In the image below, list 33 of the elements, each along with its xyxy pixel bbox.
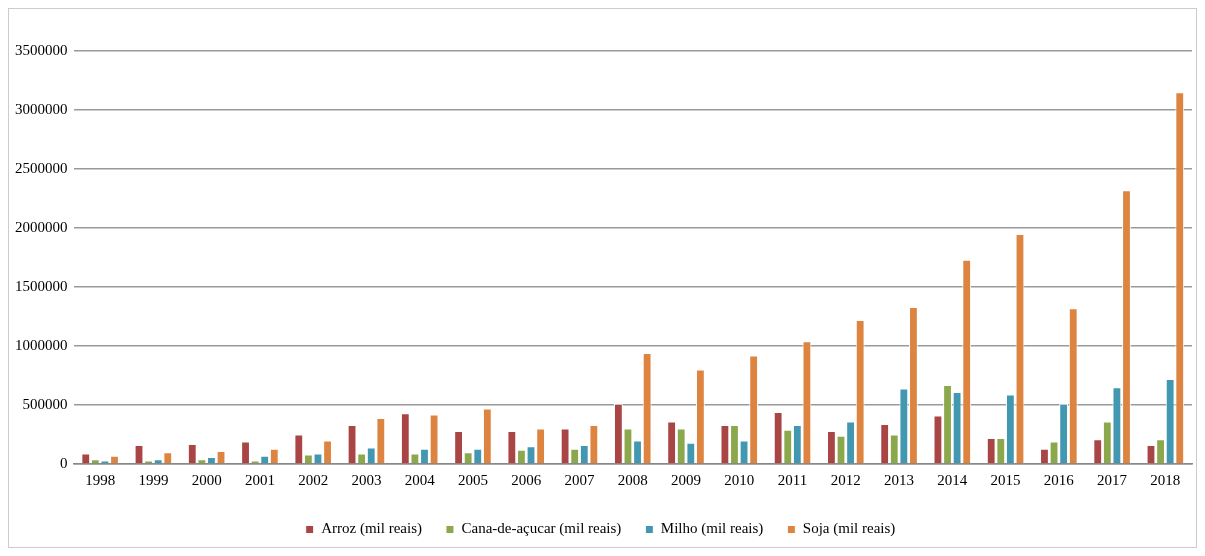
y-tick-label: 1500000	[15, 277, 68, 294]
x-tick-label: 2008	[617, 471, 648, 488]
y-tick-label: 3000000	[15, 100, 68, 117]
x-tick-label: 2005	[457, 471, 488, 488]
x-tick-label: 2012	[830, 471, 861, 488]
y-tick-label: 2500000	[15, 159, 68, 176]
y-tick-label: 0	[60, 454, 68, 471]
x-tick-label: 2000	[191, 471, 222, 488]
legend-label: Milho (mil reais)	[660, 520, 764, 538]
legend-label: Arroz (mil reais)	[321, 520, 422, 538]
x-tick-label: 2016	[1043, 471, 1075, 488]
legend-label: Cana-de-açucar (mil reais)	[461, 520, 622, 538]
x-tick-label: 2013	[884, 471, 915, 488]
x-tick-label: 2009	[671, 471, 702, 488]
legend-label: Soja (mil reais)	[802, 520, 896, 538]
x-tick-label: 2001	[244, 471, 275, 488]
x-tick-label: 2017	[1097, 471, 1128, 488]
y-tick-label: 2000000	[15, 218, 68, 235]
x-tick-label: 2011	[777, 471, 808, 488]
x-tick-label: 2004	[404, 471, 436, 488]
y-tick-label: 500000	[22, 395, 68, 412]
x-tick-label: 1999	[138, 471, 169, 488]
x-tick-label: 1998	[85, 471, 116, 488]
y-tick-label: 3500000	[15, 41, 68, 58]
x-tick-label: 2002	[298, 471, 329, 488]
x-tick-label: 2006	[511, 471, 542, 488]
x-tick-label: 2003	[351, 471, 382, 488]
x-tick-label: 2007	[564, 471, 595, 488]
x-tick-label: 2015	[990, 471, 1021, 488]
x-tick-label: 2014	[937, 471, 968, 488]
x-tick-label: 2010	[724, 471, 755, 488]
y-tick-label: 1000000	[15, 336, 68, 353]
x-tick-label: 2018	[1150, 471, 1181, 488]
